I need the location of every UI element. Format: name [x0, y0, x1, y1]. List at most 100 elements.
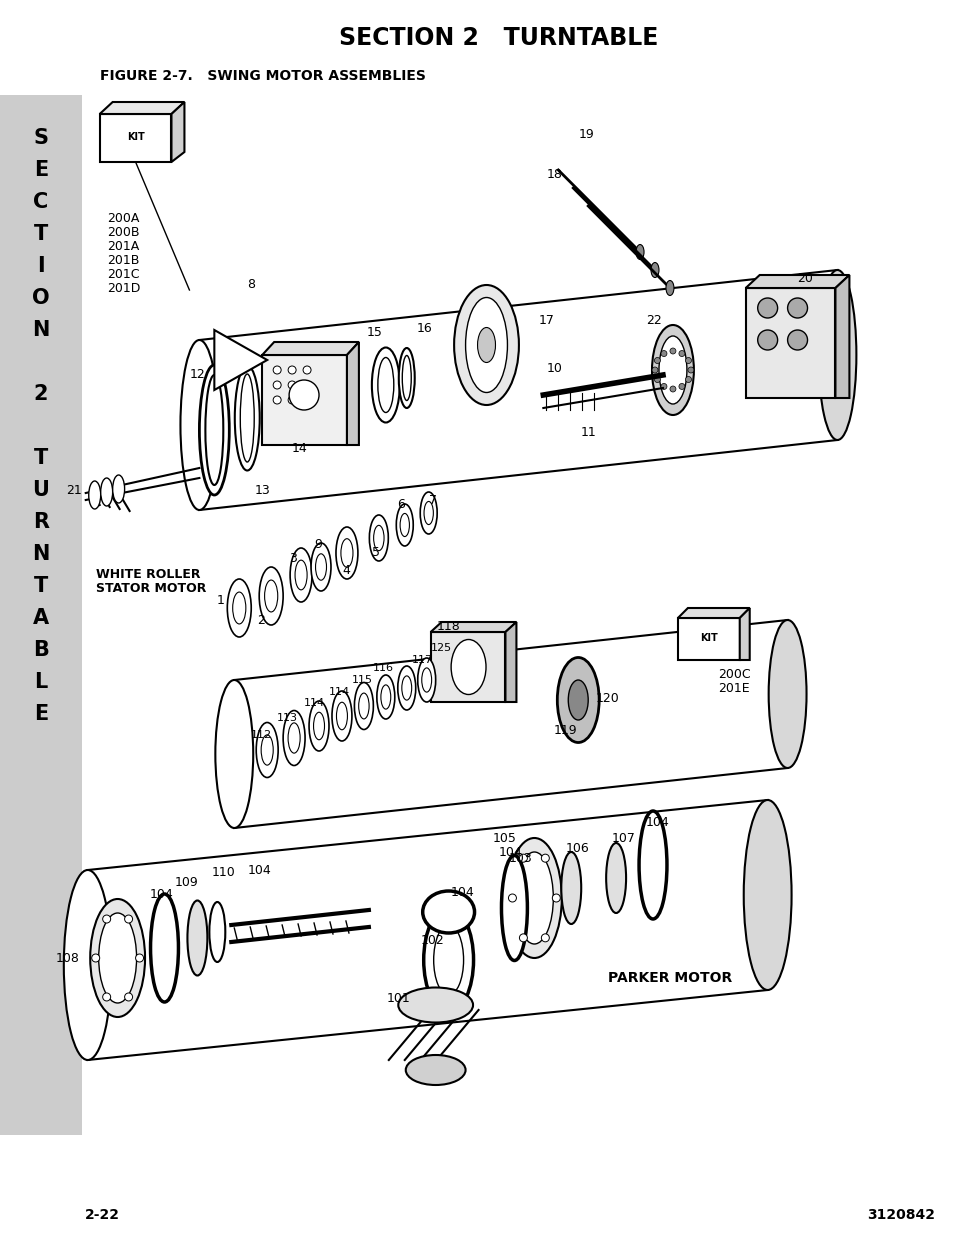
Circle shape	[654, 357, 659, 363]
Polygon shape	[505, 622, 516, 701]
Circle shape	[660, 383, 666, 389]
Ellipse shape	[369, 515, 388, 561]
Text: S: S	[33, 128, 49, 148]
Ellipse shape	[358, 693, 369, 719]
Ellipse shape	[240, 374, 253, 462]
Ellipse shape	[417, 658, 436, 701]
Text: 125: 125	[430, 643, 452, 653]
Circle shape	[787, 298, 806, 317]
Ellipse shape	[818, 270, 856, 440]
Ellipse shape	[515, 852, 553, 944]
Circle shape	[552, 894, 559, 902]
Text: T: T	[33, 576, 48, 597]
Text: 101: 101	[386, 992, 410, 1004]
Ellipse shape	[650, 263, 659, 278]
Text: 104: 104	[450, 887, 474, 899]
Text: 109: 109	[174, 876, 198, 888]
Ellipse shape	[288, 396, 295, 404]
Text: 2: 2	[257, 614, 265, 626]
Circle shape	[687, 367, 693, 373]
Text: 15: 15	[367, 326, 382, 338]
Ellipse shape	[332, 692, 352, 741]
Text: 201D: 201D	[107, 282, 140, 294]
Text: 104: 104	[150, 888, 173, 902]
Ellipse shape	[398, 348, 415, 408]
Ellipse shape	[205, 375, 223, 485]
Text: 10: 10	[546, 362, 561, 374]
Ellipse shape	[423, 501, 433, 525]
Text: 201A: 201A	[107, 240, 139, 252]
Circle shape	[518, 934, 527, 942]
Polygon shape	[745, 275, 848, 288]
Ellipse shape	[665, 280, 673, 295]
Text: 200B: 200B	[107, 226, 139, 238]
Polygon shape	[100, 103, 184, 114]
Ellipse shape	[180, 340, 218, 510]
Ellipse shape	[303, 396, 311, 404]
Text: I: I	[37, 256, 45, 275]
Text: 110: 110	[212, 866, 234, 878]
Ellipse shape	[377, 357, 394, 412]
Ellipse shape	[289, 380, 318, 410]
Circle shape	[660, 351, 666, 357]
Bar	[0, 95, 82, 1135]
Ellipse shape	[605, 844, 625, 913]
Ellipse shape	[234, 366, 259, 471]
Text: T: T	[33, 448, 48, 468]
Text: 120: 120	[595, 692, 618, 704]
Ellipse shape	[454, 285, 518, 405]
Text: 13: 13	[253, 483, 270, 496]
Text: 3: 3	[289, 552, 296, 564]
Ellipse shape	[376, 676, 395, 719]
Ellipse shape	[288, 722, 300, 753]
Ellipse shape	[151, 894, 178, 1002]
Ellipse shape	[91, 899, 145, 1016]
Circle shape	[508, 894, 516, 902]
Ellipse shape	[283, 710, 305, 766]
Text: 115: 115	[352, 676, 373, 685]
Text: E: E	[33, 704, 48, 724]
Ellipse shape	[336, 703, 347, 730]
Text: 19: 19	[578, 128, 594, 142]
Text: 104: 104	[645, 815, 669, 829]
Circle shape	[103, 915, 111, 923]
Circle shape	[757, 298, 777, 317]
Ellipse shape	[355, 683, 373, 730]
Text: 201B: 201B	[107, 253, 139, 267]
Circle shape	[757, 330, 777, 350]
Circle shape	[654, 377, 659, 383]
Ellipse shape	[434, 925, 463, 995]
Text: 105: 105	[492, 831, 516, 845]
Circle shape	[787, 330, 806, 350]
Ellipse shape	[557, 657, 598, 742]
Circle shape	[518, 855, 527, 862]
Ellipse shape	[288, 382, 295, 389]
Text: 22: 22	[645, 314, 661, 326]
Ellipse shape	[380, 685, 391, 709]
Ellipse shape	[506, 839, 561, 958]
Text: 3120842: 3120842	[866, 1208, 934, 1221]
Text: 20: 20	[797, 272, 813, 284]
Bar	[430, 632, 505, 701]
Ellipse shape	[419, 492, 436, 534]
Text: 18: 18	[546, 168, 561, 182]
Text: 11: 11	[579, 426, 596, 438]
Ellipse shape	[743, 800, 791, 990]
Circle shape	[651, 367, 658, 373]
Bar	[745, 288, 835, 398]
Ellipse shape	[421, 668, 431, 692]
Ellipse shape	[89, 480, 101, 509]
Ellipse shape	[233, 592, 246, 624]
Text: R: R	[32, 513, 49, 532]
Circle shape	[679, 383, 684, 389]
Polygon shape	[739, 608, 749, 659]
Ellipse shape	[112, 475, 125, 503]
Text: 17: 17	[537, 314, 554, 326]
Ellipse shape	[273, 382, 281, 389]
Circle shape	[103, 993, 111, 1002]
Ellipse shape	[309, 701, 329, 751]
Polygon shape	[88, 800, 767, 1060]
Text: 1: 1	[216, 594, 224, 606]
Ellipse shape	[199, 366, 229, 495]
Text: 108: 108	[56, 951, 80, 965]
